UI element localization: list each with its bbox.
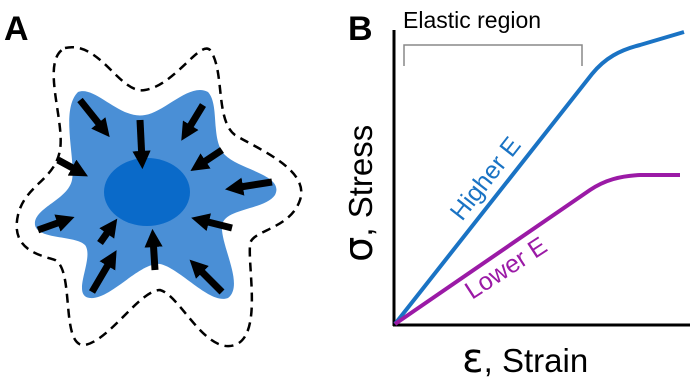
elastic-region-bracket: Elastic region [403, 7, 583, 66]
arrow [77, 97, 110, 138]
elastic-region-label: Elastic region [403, 7, 541, 33]
arrow [225, 177, 273, 196]
x-axis-symbol: ε [462, 336, 484, 381]
arrow [36, 214, 75, 234]
curve-lower-e [393, 173, 680, 326]
arrow [181, 103, 206, 141]
dashed-cell-outline [15, 46, 303, 348]
arrow [56, 156, 88, 177]
y-axis-title: σ, Stress [336, 125, 382, 262]
svg-text:σ, Stress: σ, Stress [336, 125, 382, 262]
panel-letter-b: B [348, 10, 373, 48]
arrow [189, 259, 225, 295]
force-arrows [36, 97, 273, 295]
nucleus [104, 158, 190, 226]
arrow [97, 218, 118, 246]
svg-text:ε, Strain: ε, Strain [462, 336, 588, 381]
cell-diagram [15, 46, 303, 348]
curve-higher-e [393, 30, 685, 326]
arrow [190, 147, 224, 172]
y-axis-symbol: σ [336, 237, 382, 262]
x-axis-title: ε, Strain [462, 336, 588, 381]
panel-letter-a: A [4, 10, 29, 48]
plot-axes [392, 30, 690, 327]
arrow [132, 119, 151, 170]
arrow [144, 228, 163, 271]
arrow [191, 213, 233, 232]
x-axis-label: , Strain [484, 342, 589, 379]
arrow [88, 250, 117, 294]
y-axis-label: , Stress [342, 125, 379, 237]
